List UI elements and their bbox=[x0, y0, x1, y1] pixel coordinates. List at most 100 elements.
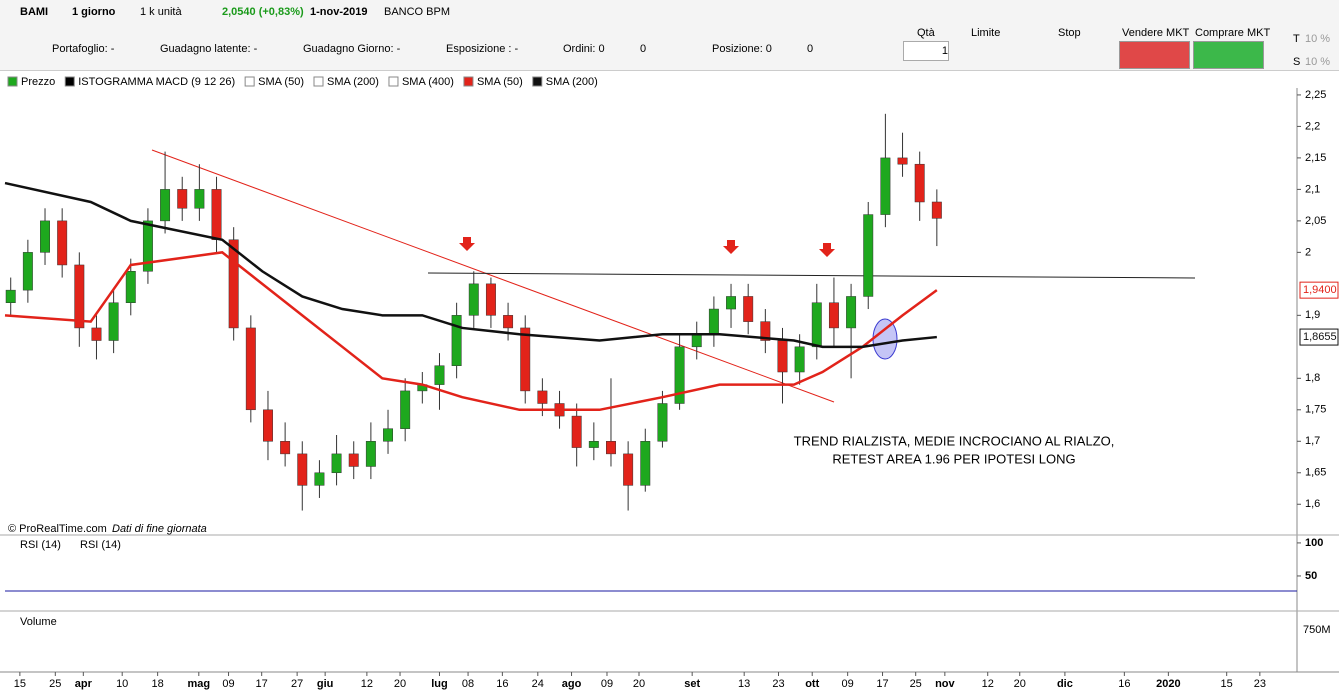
s-label[interactable]: S bbox=[1293, 56, 1301, 68]
buy-button[interactable] bbox=[1193, 41, 1264, 69]
orders2: 0 bbox=[640, 43, 647, 55]
x-tick-label: 20 bbox=[394, 678, 406, 690]
candle-body bbox=[863, 214, 874, 297]
x-tick-label: 13 bbox=[738, 678, 750, 690]
candle-body bbox=[211, 189, 222, 241]
candle-body bbox=[400, 390, 411, 429]
x-tick-label: 24 bbox=[532, 678, 544, 690]
y-tick-label: 1,7 bbox=[1305, 435, 1320, 447]
candle-body bbox=[108, 302, 119, 341]
x-tick-label: 15 bbox=[14, 678, 26, 690]
quote: 2,0540 (+0,83%) bbox=[222, 6, 304, 18]
x-tick-label: 09 bbox=[842, 678, 854, 690]
candle-body bbox=[451, 315, 462, 366]
candle-body bbox=[571, 415, 582, 448]
legend-label: SMA (200) bbox=[546, 76, 598, 88]
qty-label: Qtà bbox=[917, 27, 935, 39]
x-tick-label: 18 bbox=[152, 678, 164, 690]
candle-body bbox=[811, 302, 822, 348]
candle-body bbox=[383, 428, 393, 442]
last-value-label: 1,9400 bbox=[1303, 284, 1337, 296]
candle-body bbox=[846, 296, 857, 329]
sell-label: Vendere MKT bbox=[1122, 27, 1190, 39]
x-tick-label: mag bbox=[187, 678, 210, 690]
candle-body bbox=[160, 189, 171, 222]
candle-body bbox=[777, 340, 788, 373]
legend-swatch bbox=[64, 76, 75, 87]
s-pct[interactable]: 10 % bbox=[1305, 56, 1331, 68]
candle-body bbox=[897, 157, 908, 165]
rsi-legend: RSI (14) bbox=[80, 539, 121, 551]
candle-body bbox=[194, 189, 205, 209]
t-pct[interactable]: 10 % bbox=[1305, 33, 1331, 45]
x-tick-label: 09 bbox=[601, 678, 613, 690]
date: 1-nov-2019 bbox=[310, 6, 368, 18]
candle-body bbox=[142, 220, 153, 272]
y-tick-label: 2,15 bbox=[1305, 152, 1326, 164]
y-tick-label: 1,8 bbox=[1305, 372, 1320, 384]
x-tick-label: 20 bbox=[633, 678, 645, 690]
volume-legend: Volume bbox=[20, 616, 57, 628]
candle-body bbox=[640, 441, 651, 486]
y-tick-label: 2,25 bbox=[1305, 89, 1326, 101]
arrow bbox=[723, 240, 739, 254]
last-value-box bbox=[1299, 281, 1339, 299]
legend-label: SMA (50) bbox=[477, 76, 523, 88]
buy-label: Comprare MKT bbox=[1195, 27, 1271, 39]
legend-swatch bbox=[463, 76, 474, 87]
y-tick-label: 2,05 bbox=[1305, 215, 1326, 227]
candle-body bbox=[245, 327, 256, 411]
candle-body bbox=[91, 327, 102, 341]
toolbar: BAMI 1 giorno 1 k unità 2,0540 (+0,83%) … bbox=[0, 0, 1339, 71]
annotation: RETEST AREA 1.96 PER IPOTESI LONG bbox=[832, 451, 1075, 466]
arrow bbox=[819, 243, 835, 257]
legend-label: Prezzo bbox=[21, 76, 55, 88]
period[interactable]: 1 giorno bbox=[72, 6, 116, 18]
candle-body bbox=[588, 441, 599, 448]
t-label[interactable]: T bbox=[1293, 33, 1300, 45]
position2: 0 bbox=[807, 43, 814, 55]
legend-swatch bbox=[388, 76, 399, 87]
candle-body bbox=[503, 315, 514, 329]
candle-body bbox=[485, 283, 496, 316]
x-tick-label: 12 bbox=[982, 678, 994, 690]
x-tick-label: 16 bbox=[496, 678, 508, 690]
candle-body bbox=[74, 264, 85, 329]
x-tick-label: 25 bbox=[910, 678, 922, 690]
resistance-line bbox=[427, 272, 1196, 279]
y-tick-label: 2,1 bbox=[1305, 183, 1320, 195]
trendline bbox=[151, 149, 835, 403]
candle-body bbox=[537, 390, 548, 404]
candle-body bbox=[177, 189, 188, 209]
candle-body bbox=[880, 157, 891, 215]
x-tick-label: apr bbox=[75, 678, 93, 690]
x-tick-label: 10 bbox=[116, 678, 128, 690]
candle-body bbox=[5, 289, 16, 303]
symbol[interactable]: BAMI bbox=[20, 6, 49, 18]
x-tick-label: lug bbox=[431, 678, 448, 690]
x-tick-label: 15 bbox=[1221, 678, 1233, 690]
candle-body bbox=[331, 453, 342, 474]
name: BANCO BPM bbox=[384, 6, 451, 18]
last-value-box bbox=[1299, 328, 1339, 346]
candle-body bbox=[297, 453, 308, 486]
sell-button[interactable] bbox=[1119, 41, 1190, 69]
x-tick-label: 2020 bbox=[1156, 678, 1180, 690]
qty[interactable]: 1 bbox=[903, 41, 949, 61]
orders: Ordini: 0 bbox=[563, 43, 605, 55]
y-tick-label: 1,9 bbox=[1305, 309, 1320, 321]
units[interactable]: 1 k unità bbox=[140, 6, 182, 18]
x-tick-label: 17 bbox=[256, 678, 268, 690]
candle-body bbox=[760, 321, 771, 341]
footer-note: Dati di fine giornata bbox=[112, 523, 207, 535]
y-tick-label: 1,6 bbox=[1305, 498, 1320, 510]
crossover-marker bbox=[872, 318, 898, 360]
latent: Guadagno latente: - bbox=[160, 43, 258, 55]
rsi-legend: RSI (14) bbox=[20, 539, 61, 551]
chart-bg bbox=[0, 70, 1339, 699]
legend-swatch bbox=[244, 76, 255, 87]
copyright: © ProRealTime.com bbox=[8, 523, 107, 535]
x-tick-label: ott bbox=[805, 678, 819, 690]
volume-tick-label: 750M bbox=[1303, 624, 1331, 636]
